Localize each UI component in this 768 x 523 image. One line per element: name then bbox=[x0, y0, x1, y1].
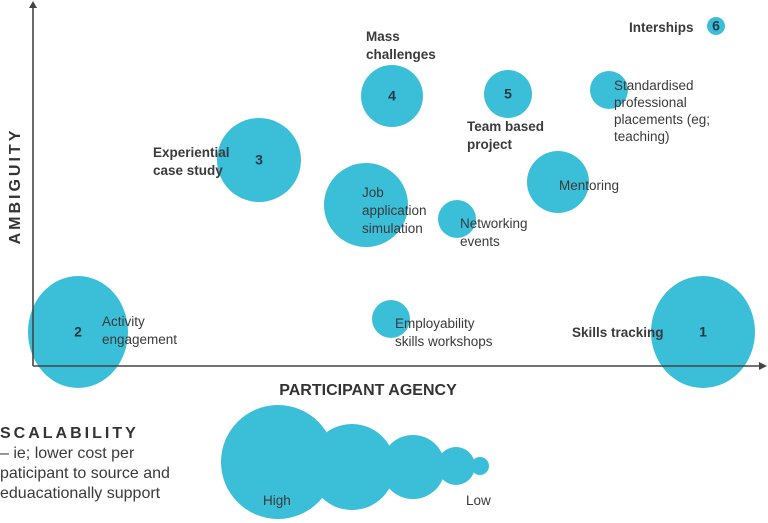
bubble-number: 5 bbox=[504, 86, 512, 102]
activity-bubble bbox=[651, 276, 755, 388]
legend-description-line: – ie; lower cost per bbox=[0, 445, 135, 462]
y-axis-arrow bbox=[29, 1, 37, 8]
bubble-number: 6 bbox=[712, 18, 720, 34]
bubble-label: Activity bbox=[102, 314, 145, 329]
legend-low-label: Low bbox=[466, 493, 491, 508]
bubble-label: Employability bbox=[395, 316, 475, 331]
bubble-label: application bbox=[362, 203, 427, 218]
bubble-label: simulation bbox=[362, 221, 423, 236]
bubble-label: Job bbox=[362, 185, 384, 200]
legend-high-label: High bbox=[263, 493, 291, 508]
bubble-number: 3 bbox=[255, 152, 263, 168]
bubble-label: Skills tracking bbox=[572, 325, 664, 340]
legend-size-bubble bbox=[471, 457, 489, 475]
bubble-label: challenges bbox=[366, 47, 436, 62]
activity-bubble bbox=[361, 65, 423, 127]
bubble-label: teaching) bbox=[614, 129, 670, 144]
activity-bubble bbox=[438, 200, 476, 238]
activity-bubble bbox=[372, 300, 410, 338]
legend-description-line: eduacationally support bbox=[0, 485, 161, 502]
bubble-label: events bbox=[460, 234, 500, 249]
legend-size-bubble bbox=[437, 447, 475, 485]
legend-title: SCALABILITY bbox=[0, 425, 139, 442]
bubble-label: Networking bbox=[460, 216, 528, 231]
bubble-label: Standardised bbox=[614, 78, 694, 93]
x-axis-label: PARTICIPANT AGENCY bbox=[279, 382, 457, 399]
activity-bubble bbox=[707, 17, 725, 35]
bubble-label: professional bbox=[614, 95, 687, 110]
activity-bubble bbox=[28, 276, 128, 388]
y-axis-label: AMBIGUITY bbox=[7, 128, 24, 245]
x-axis-arrow bbox=[759, 362, 767, 370]
bubbles-layer bbox=[28, 17, 755, 388]
bubble-label: Experiential bbox=[153, 145, 230, 160]
activity-bubble bbox=[590, 71, 628, 109]
bubble-label: case study bbox=[153, 163, 223, 178]
bubble-label: engagement bbox=[102, 332, 177, 347]
bubble-number: 4 bbox=[388, 88, 396, 104]
bubble-label: Mass bbox=[366, 29, 400, 44]
axes bbox=[29, 1, 767, 370]
bubble-label: placements (eg; bbox=[614, 112, 710, 127]
bubble-label: Interships bbox=[629, 20, 694, 35]
activity-bubble bbox=[217, 118, 301, 202]
legend-size-bubble bbox=[381, 435, 445, 499]
scalability-legend-bubbles bbox=[221, 405, 489, 519]
bubble-number: 2 bbox=[74, 324, 82, 340]
bubble-label: project bbox=[467, 137, 513, 152]
bubble-number: 1 bbox=[699, 324, 707, 340]
activity-bubble bbox=[484, 70, 532, 118]
legend-description-line: paticipant to source and bbox=[0, 465, 170, 482]
bubble-label: Mentoring bbox=[559, 178, 619, 193]
legend-size-bubble bbox=[221, 405, 335, 519]
bubble-label: Team based bbox=[467, 119, 544, 134]
labels-layer: 2 Activity engagement 1 Skills tracking Emplo… bbox=[74, 18, 720, 349]
bubble-label: skills workshops bbox=[395, 334, 493, 349]
activity-bubble bbox=[324, 163, 408, 247]
activity-bubble bbox=[527, 151, 589, 213]
